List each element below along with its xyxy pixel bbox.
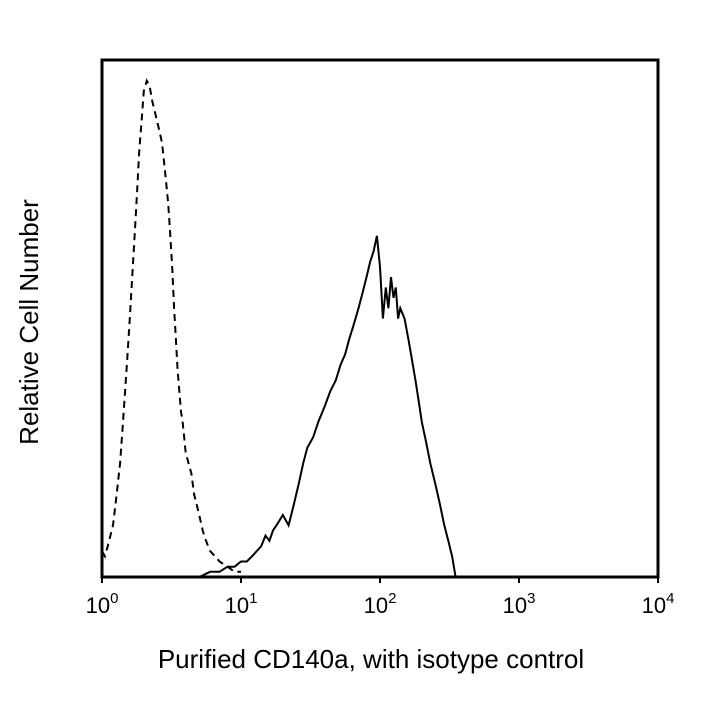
x-tick-label-4: 104: [642, 590, 675, 618]
y-axis-title: Relative Cell Number: [14, 199, 44, 445]
x-tick-layer: 100 101 102 103 104: [86, 577, 675, 618]
x-tick-label-2: 102: [364, 590, 397, 618]
series-0-dashed-line: [101, 78, 241, 573]
x-axis-title: Purified CD140a, with isotype control: [158, 644, 584, 674]
series-layer: [101, 78, 457, 578]
x-tick-label-1: 101: [225, 590, 258, 618]
x-tick-label-3: 103: [503, 590, 536, 618]
series-1-solid-line: [198, 235, 457, 578]
x-tick-label-0: 100: [86, 590, 119, 618]
